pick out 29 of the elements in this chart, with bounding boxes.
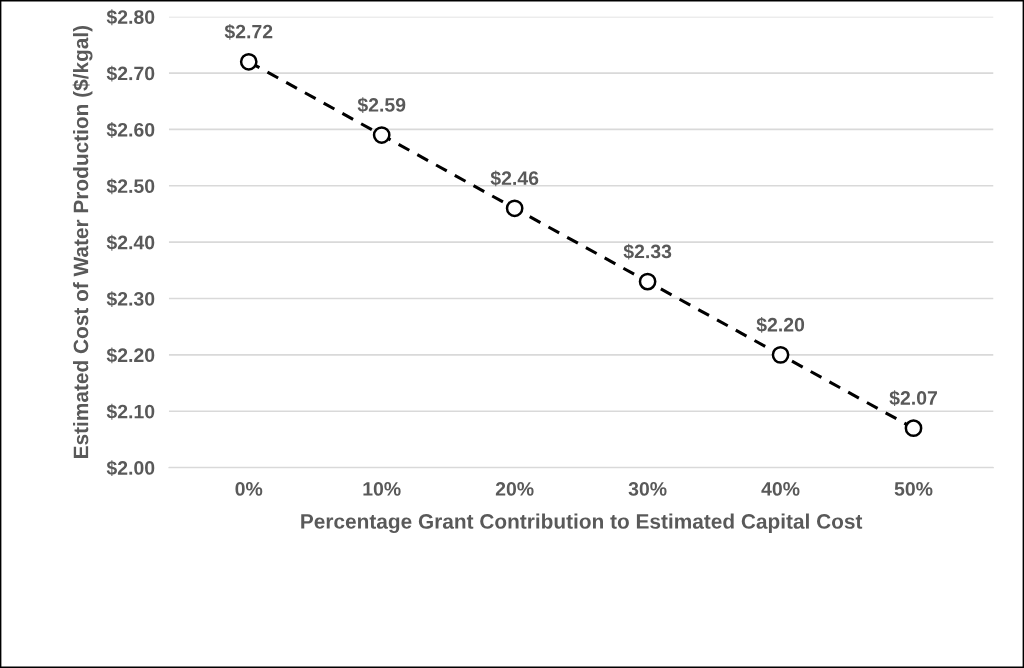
x-axis-title: Percentage Grant Contribution to Estimated Capital Cost [301, 513, 863, 534]
data-label: $2.07 [889, 390, 937, 407]
y-tick-label: $2.20 [106, 347, 155, 364]
y-tick-label: $2.40 [106, 234, 155, 251]
point [904, 419, 923, 438]
y-tick-label: $2.50 [106, 178, 155, 195]
point [505, 199, 524, 218]
y-tick-label: $2.70 [106, 65, 155, 82]
x-tick-label: 40% [761, 482, 800, 496]
y-tick-label: $2.60 [106, 122, 155, 138]
point [771, 345, 790, 364]
data-label: $2.72 [224, 23, 273, 40]
y-tick-label: $2.30 [106, 291, 155, 307]
x-tick-label: 20% [495, 482, 534, 496]
y-axis-title: Estimated Cost of Water Production ($/kgal) [72, 25, 93, 458]
point [638, 272, 657, 291]
y-tick-label: $2.10 [106, 403, 155, 420]
x-tick-label: 50% [894, 482, 933, 496]
x-tick-label: 10% [363, 482, 401, 496]
point [239, 52, 258, 71]
data-label: $2.33 [623, 243, 672, 260]
data-label: $2.20 [756, 316, 805, 333]
y-tick-label: $2.00 [106, 460, 155, 477]
data-label: $2.59 [357, 97, 406, 114]
x-tick-label: 0% [235, 482, 263, 496]
x-tick-label: 30% [628, 482, 667, 496]
y-tick-label: $2.80 [106, 9, 155, 26]
point [372, 126, 391, 144]
data-label: $2.46 [490, 170, 539, 187]
